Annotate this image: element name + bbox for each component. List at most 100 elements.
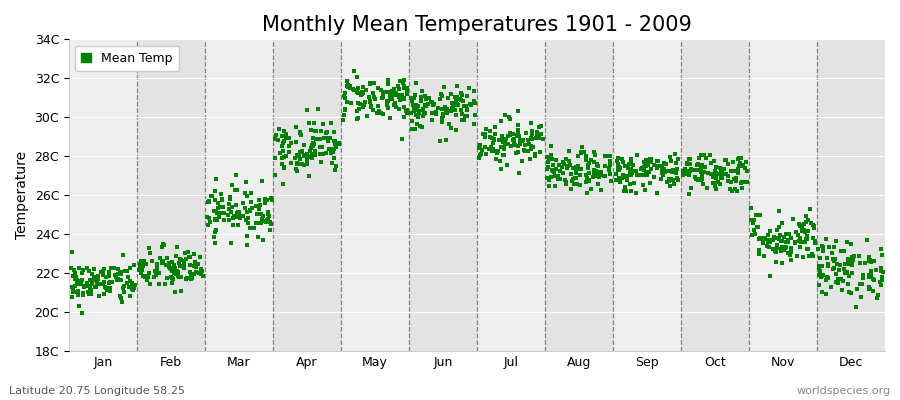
Point bbox=[594, 168, 608, 175]
Point bbox=[500, 162, 514, 168]
Point bbox=[792, 244, 806, 250]
Point bbox=[601, 153, 616, 160]
Point bbox=[326, 147, 340, 153]
Point bbox=[239, 232, 254, 239]
Point bbox=[389, 104, 403, 110]
Point bbox=[813, 263, 827, 270]
Point bbox=[327, 146, 341, 153]
Point bbox=[65, 284, 79, 290]
Point bbox=[592, 174, 607, 180]
Point bbox=[577, 149, 591, 155]
Point bbox=[316, 151, 330, 158]
Point bbox=[756, 240, 770, 246]
Point bbox=[485, 134, 500, 141]
Point bbox=[616, 174, 630, 180]
Point bbox=[97, 284, 112, 290]
Point bbox=[601, 165, 616, 172]
Point bbox=[139, 261, 153, 267]
Point bbox=[245, 204, 259, 211]
Point bbox=[460, 105, 474, 112]
Point bbox=[187, 271, 202, 278]
Point bbox=[588, 159, 602, 166]
Point bbox=[215, 197, 230, 204]
Point bbox=[202, 218, 217, 225]
Point bbox=[385, 96, 400, 102]
Point bbox=[871, 291, 886, 298]
Point bbox=[746, 219, 760, 226]
Point bbox=[678, 166, 692, 172]
Point bbox=[860, 237, 875, 244]
Point bbox=[365, 106, 380, 113]
Point bbox=[415, 124, 429, 130]
Point bbox=[277, 138, 292, 144]
Point bbox=[657, 167, 671, 173]
Point bbox=[676, 172, 690, 178]
Point bbox=[507, 136, 521, 142]
Legend: Mean Temp: Mean Temp bbox=[76, 46, 179, 71]
Point bbox=[693, 176, 707, 182]
Point bbox=[279, 152, 293, 159]
Point bbox=[419, 103, 434, 109]
Point bbox=[873, 279, 887, 286]
Point bbox=[551, 173, 565, 180]
Point bbox=[76, 284, 91, 290]
Bar bbox=[341, 39, 409, 351]
Point bbox=[729, 188, 743, 194]
Point bbox=[579, 156, 593, 163]
Point bbox=[209, 208, 223, 214]
Point bbox=[84, 290, 98, 296]
Point bbox=[459, 103, 473, 110]
Point bbox=[223, 194, 238, 200]
Point bbox=[426, 102, 440, 108]
Point bbox=[392, 106, 407, 112]
Point bbox=[506, 131, 520, 137]
Point bbox=[831, 280, 845, 287]
Point bbox=[586, 174, 600, 180]
Point bbox=[194, 271, 208, 278]
Point bbox=[478, 134, 492, 140]
Point bbox=[125, 283, 140, 290]
Point bbox=[500, 141, 515, 148]
Point bbox=[456, 117, 471, 123]
Point bbox=[861, 258, 876, 265]
Point bbox=[440, 107, 454, 113]
Point bbox=[615, 156, 629, 162]
Point bbox=[821, 263, 835, 269]
Point bbox=[122, 265, 137, 272]
Point bbox=[209, 226, 223, 233]
Point bbox=[588, 152, 602, 158]
Point bbox=[637, 166, 652, 173]
Point bbox=[846, 255, 860, 262]
Point bbox=[82, 291, 96, 297]
Point bbox=[571, 163, 585, 169]
Point bbox=[120, 268, 134, 274]
Point bbox=[793, 235, 807, 242]
Point bbox=[544, 152, 558, 158]
Point bbox=[509, 150, 524, 156]
Point bbox=[580, 164, 595, 171]
Point bbox=[797, 238, 812, 245]
Point bbox=[447, 94, 462, 101]
Point bbox=[701, 170, 716, 176]
Point bbox=[221, 217, 236, 223]
Point bbox=[689, 162, 704, 168]
Point bbox=[449, 83, 464, 90]
Point bbox=[85, 271, 99, 277]
Point bbox=[110, 277, 124, 283]
Point bbox=[415, 88, 429, 94]
Point bbox=[367, 94, 382, 101]
Point bbox=[749, 212, 763, 218]
Point bbox=[558, 179, 572, 185]
Point bbox=[254, 220, 268, 227]
Point bbox=[695, 172, 709, 178]
Point bbox=[201, 199, 215, 205]
Point bbox=[256, 213, 270, 219]
Point bbox=[75, 310, 89, 316]
Text: worldspecies.org: worldspecies.org bbox=[796, 386, 891, 396]
Point bbox=[582, 160, 597, 167]
Point bbox=[405, 95, 419, 102]
Point bbox=[233, 212, 248, 219]
Point bbox=[802, 252, 816, 259]
Point bbox=[300, 150, 314, 157]
Point bbox=[413, 94, 428, 100]
